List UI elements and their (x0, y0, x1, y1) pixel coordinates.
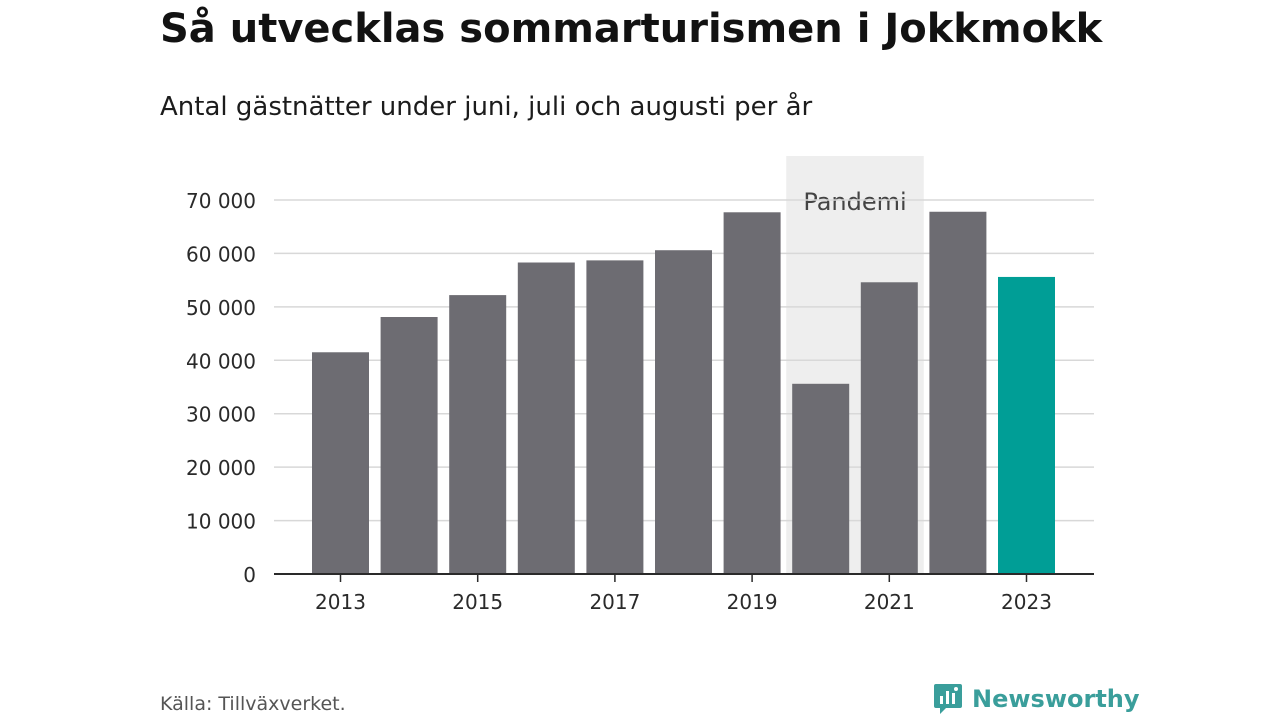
x-tick-label: 2019 (727, 590, 778, 614)
y-tick-label: 70 000 (186, 189, 256, 213)
bar-2017 (586, 260, 644, 574)
x-tick-label: 2021 (864, 590, 915, 614)
y-tick-label: 30 000 (186, 403, 256, 427)
source-note: Källa: Tillväxverket. (160, 693, 346, 715)
x-tick-label: 2023 (1001, 590, 1052, 614)
bar-2020 (792, 383, 850, 574)
bar-2019 (723, 212, 781, 574)
bar-2018 (655, 250, 712, 575)
pandemic-label: Pandemi (803, 188, 906, 216)
bar-2013 (312, 352, 369, 574)
bar-2014 (380, 317, 438, 574)
chart-subtitle: Antal gästnätter under juni, juli och au… (160, 92, 813, 122)
x-tick-label: 2015 (452, 590, 503, 614)
chart-title: Så utvecklas sommarturismen i Jokkmokk (160, 6, 1103, 52)
bar-2023 (998, 276, 1055, 574)
y-tick-label: 60 000 (186, 242, 256, 266)
y-tick-label: 50 000 (186, 296, 256, 320)
bar-chart: Pandemi 0 10 000 20 000 30 000 40 000 50 000 60… (186, 156, 1094, 614)
newsworthy-logo-text: Newsworthy (972, 685, 1140, 713)
bar-2021 (860, 282, 918, 574)
bar-2016 (517, 262, 575, 574)
bar-2015 (449, 295, 507, 574)
x-tick-label: 2017 (589, 590, 640, 614)
bar-2022 (929, 211, 987, 575)
newsworthy-logo: Newsworthy (932, 682, 1140, 716)
y-tick-label: 20 000 (186, 456, 256, 480)
newsworthy-logo-icon (934, 684, 962, 714)
x-tick-label: 2013 (315, 590, 366, 614)
y-tick-label: 0 (243, 563, 256, 587)
y-tick-label: 40 000 (186, 349, 256, 373)
y-tick-label: 10 000 (186, 510, 256, 534)
